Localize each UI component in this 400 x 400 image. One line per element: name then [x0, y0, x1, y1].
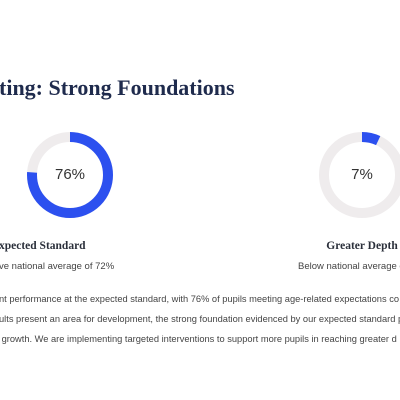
donut-arc: [319, 132, 400, 218]
donut-value: 7%: [351, 166, 373, 183]
paragraph-line: growth. We are implementing targeted int…: [0, 334, 397, 344]
donut-value: 76%: [55, 166, 85, 183]
metric-note: ve national average of 72%: [0, 261, 115, 272]
metric-label: Greater Depth: [326, 240, 398, 252]
metric-label: xpected Standard: [0, 240, 86, 252]
section-heading: ting: Strong Foundations: [0, 75, 235, 100]
paragraph-line: ults present an area for development, th…: [0, 314, 400, 324]
metric-note: Below national average c: [298, 261, 400, 272]
donut-arc: [27, 132, 113, 218]
paragraph-line: nt performance at the expected standard,…: [0, 294, 399, 304]
